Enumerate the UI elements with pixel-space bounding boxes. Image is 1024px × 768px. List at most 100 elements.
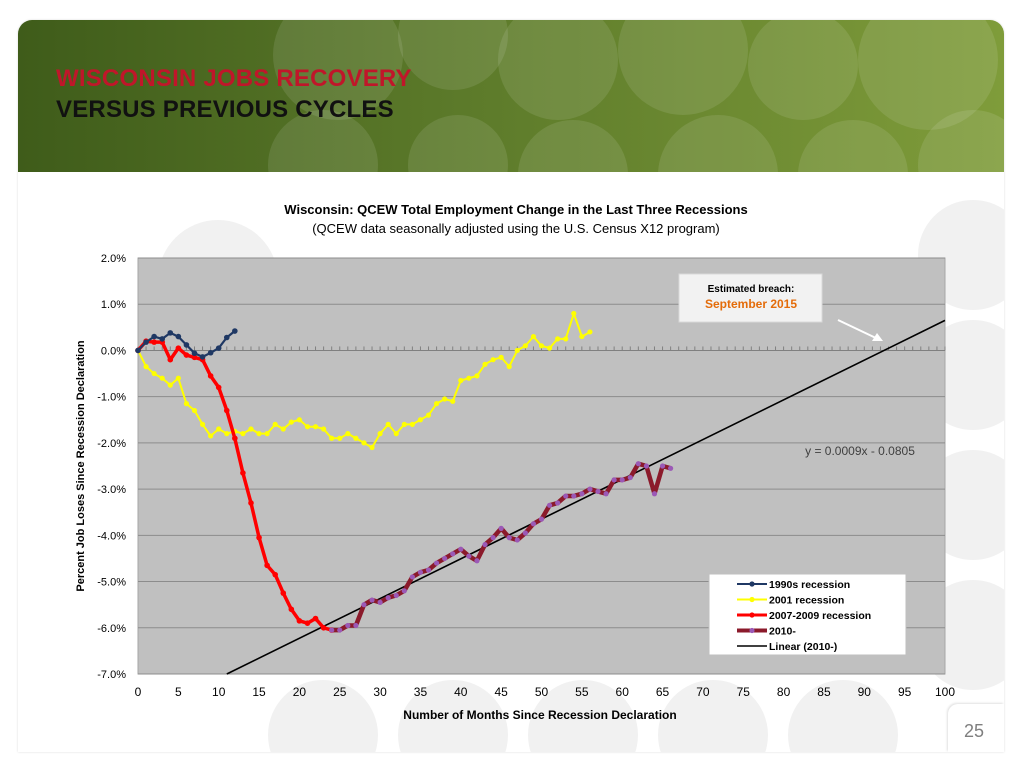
x-tick-label: 85: [817, 685, 831, 699]
data-point: [337, 435, 343, 441]
data-point: [474, 558, 480, 564]
x-tick-label: 75: [737, 685, 751, 699]
data-point: [321, 426, 327, 432]
data-point: [207, 373, 214, 379]
data-point: [159, 336, 166, 342]
data-point: [571, 493, 577, 499]
data-point: [563, 493, 569, 499]
data-point: [603, 491, 609, 497]
data-point: [167, 382, 173, 388]
data-point: [264, 431, 270, 437]
data-point: [296, 618, 303, 624]
data-point: [530, 333, 537, 340]
data-point: [555, 500, 561, 506]
data-point: [458, 377, 464, 384]
data-point: [450, 398, 456, 404]
data-point: [288, 419, 294, 425]
data-point: [151, 370, 157, 377]
legend-marker: [749, 596, 755, 603]
data-point: [272, 421, 278, 427]
data-point: [498, 354, 504, 360]
data-point: [248, 500, 254, 506]
legend: 1990s recession 2001 recession 2007-2009 r…: [708, 573, 907, 656]
data-point: [208, 433, 214, 439]
series-layer: [135, 310, 946, 675]
data-point: [232, 328, 238, 334]
data-point: [579, 333, 585, 340]
x-tick-label: 60: [616, 685, 630, 699]
annotation-value: September 2015: [705, 297, 797, 311]
data-point: [393, 592, 399, 599]
x-tick-label: 50: [535, 685, 549, 699]
data-point: [329, 435, 335, 441]
data-point: [240, 470, 246, 476]
decorative-circle: [498, 20, 618, 120]
data-point: [466, 375, 472, 381]
data-point: [385, 421, 391, 427]
data-point: [223, 407, 230, 414]
data-point: [199, 421, 206, 427]
data-point: [296, 417, 302, 423]
data-point: [482, 361, 488, 367]
data-point: [345, 622, 351, 629]
annotation-label: Estimated breach:: [708, 284, 795, 295]
data-point: [409, 421, 415, 427]
data-point: [514, 347, 520, 354]
data-point: [199, 354, 206, 360]
x-tick-label: 25: [333, 685, 347, 699]
data-point: [538, 516, 545, 522]
legend-marker: [749, 581, 755, 587]
x-tick-label: 40: [454, 685, 468, 699]
x-tick-label: 35: [414, 685, 428, 699]
series-1990s-recession: [135, 328, 238, 360]
legend-label: Linear (2010-): [769, 641, 837, 653]
trendline-equation: y = 0.0009x - 0.0805: [805, 444, 915, 458]
data-point: [433, 560, 440, 566]
data-point: [337, 627, 343, 633]
data-point: [587, 486, 593, 492]
data-point: [498, 525, 504, 532]
y-tick-label: -3.0%: [97, 484, 126, 496]
x-tick-label: 20: [293, 685, 307, 699]
data-point: [458, 546, 464, 552]
data-point: [635, 461, 641, 467]
data-point: [514, 537, 520, 543]
x-tick-label: 45: [494, 685, 508, 699]
x-tick-label: 10: [212, 685, 226, 699]
data-point: [611, 477, 617, 483]
data-point: [369, 597, 375, 603]
data-point: [571, 310, 577, 317]
y-tick-label: 2.0%: [101, 253, 126, 265]
y-tick-label: -6.0%: [97, 623, 126, 635]
data-point: [288, 606, 295, 613]
slide-title-line2: VERSUS PREVIOUS CYCLES: [56, 96, 394, 123]
data-point: [401, 421, 407, 427]
data-point: [304, 620, 311, 626]
data-point: [442, 396, 448, 402]
data-point: [256, 431, 262, 437]
data-point: [264, 562, 270, 569]
annotation-box: [678, 273, 823, 323]
data-point: [369, 444, 375, 451]
decorative-circle: [273, 20, 403, 120]
data-point: [651, 491, 658, 497]
data-point: [377, 599, 383, 605]
y-tick-label: 1.0%: [101, 299, 126, 311]
x-tick-label: 95: [898, 685, 912, 699]
data-point: [522, 530, 528, 536]
data-point: [425, 412, 432, 418]
data-point: [538, 343, 545, 349]
data-point: [256, 534, 262, 541]
data-point: [546, 345, 553, 351]
data-point: [280, 426, 286, 432]
data-point: [345, 431, 351, 437]
page-number: 25: [963, 721, 984, 741]
data-point: [320, 624, 327, 631]
data-point: [175, 333, 182, 340]
data-point: [587, 329, 593, 335]
data-point: [595, 488, 601, 495]
data-point: [329, 627, 335, 633]
x-tick-label: 65: [656, 685, 670, 699]
data-point: [643, 463, 650, 469]
